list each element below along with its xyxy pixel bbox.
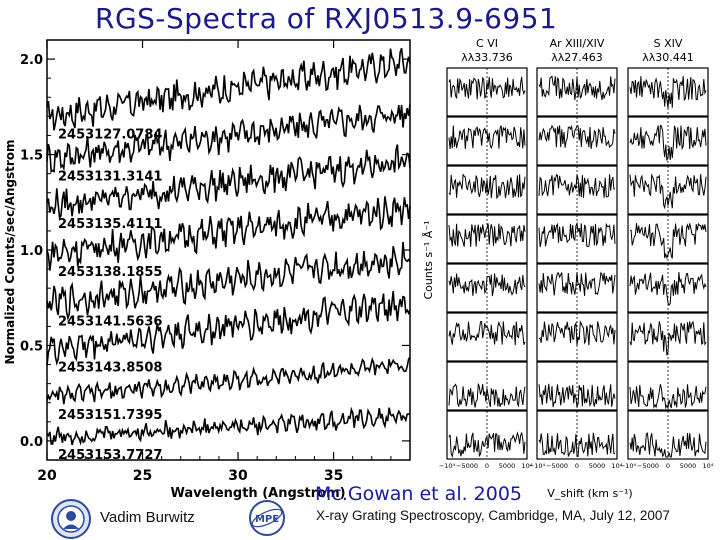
spectrum-line xyxy=(46,47,411,131)
velocity-profile-line xyxy=(629,173,707,210)
column-ion-label: C VI xyxy=(476,37,498,50)
column-line-label: λλ27.463 xyxy=(551,51,603,64)
y-axis-label: Normalized Counts/sec/Angstrom xyxy=(3,139,17,364)
velocity-tick-label: 5000 xyxy=(499,462,516,470)
spectrum-line xyxy=(46,104,411,174)
velocity-tick-label: −5000 xyxy=(456,462,478,470)
mpg-logo-icon xyxy=(51,499,91,539)
velocity-profile-line xyxy=(538,75,616,100)
velocity-tick-label: −5000 xyxy=(637,462,659,470)
spectrum-line xyxy=(46,291,411,366)
conference-info: X-ray Grating Spectroscopy, Cambridge, M… xyxy=(316,508,670,523)
velocity-tick-label: 10⁴ xyxy=(522,462,533,470)
velocity-profile-line xyxy=(448,320,526,346)
spectrum-line xyxy=(46,196,411,271)
series-label: 2453131.3141 xyxy=(58,169,162,184)
x-tick-label: 25 xyxy=(133,468,152,484)
slide-title: RGS-Spectra of RXJ0513.9-6951 xyxy=(95,2,558,35)
column-ion-label: Ar XIII/XIV xyxy=(550,37,605,50)
series-label: 2453143.8508 xyxy=(58,360,162,375)
mpe-logo-icon: MPE xyxy=(249,500,285,536)
credit-text: Mc.Gowan et al. 2005 xyxy=(315,483,523,505)
velocity-profile-line xyxy=(629,124,707,161)
velocity-profile-line xyxy=(448,173,526,200)
velocity-tick-label: 5000 xyxy=(589,462,606,470)
spectrum-line xyxy=(46,241,411,322)
column-line-label: λλ33.736 xyxy=(461,51,513,64)
velocity-tick-label: −10⁴ xyxy=(620,462,637,470)
y-tick-label: 2.0 xyxy=(20,53,43,68)
velocity-profile-line xyxy=(629,320,707,356)
y-tick-label: 1.5 xyxy=(20,149,43,164)
x-axis-label: Wavelength (Angstrom) xyxy=(170,486,345,501)
series-label: 2453135.4111 xyxy=(58,217,162,232)
velocity-profile-line xyxy=(538,383,616,408)
velocity-tick-label: 0 xyxy=(666,462,670,470)
spectrum-line xyxy=(46,144,411,220)
velocity-profile-line xyxy=(629,272,707,306)
velocity-profile-line xyxy=(448,223,526,247)
velocity-tick-label: 0 xyxy=(575,462,579,470)
velocity-profile-line xyxy=(629,222,707,260)
velocity-profile-line xyxy=(629,76,707,109)
velocity-tick-label: −10⁴ xyxy=(439,462,456,470)
velocity-tick-label: 10⁴ xyxy=(703,462,714,470)
velocity-profile-line xyxy=(448,383,526,408)
velocity-tick-label: 5000 xyxy=(680,462,697,470)
velocity-tick-label: 10⁴ xyxy=(612,462,623,470)
spectrum-line xyxy=(46,406,411,446)
velocity-profile-line xyxy=(629,432,707,458)
velocity-profile-line xyxy=(538,124,616,149)
svg-text:MPE: MPE xyxy=(255,514,279,525)
x-tick-label: 30 xyxy=(228,468,248,484)
velocity-profile-line xyxy=(538,221,616,248)
velocity-profile-line xyxy=(448,273,526,297)
y-tick-label: 1.0 xyxy=(20,244,43,259)
x-tick-label: 20 xyxy=(37,468,57,484)
series-label: 2453153.7727 xyxy=(58,448,162,463)
y-tick-label: 0.5 xyxy=(20,339,43,354)
x-tick-label: 35 xyxy=(324,468,343,484)
series-label: 2453151.7395 xyxy=(58,408,162,423)
velocity-x-axis-label: V_shift (km s⁻¹) xyxy=(547,487,632,500)
column-ion-label: S XIV xyxy=(654,37,683,50)
velocity-profile-line xyxy=(448,431,526,459)
velocity-tick-label: −10⁴ xyxy=(529,462,546,470)
velocity-tick-label: 0 xyxy=(485,462,489,470)
velocity-tick-label: −5000 xyxy=(546,462,568,470)
velocity-profile-line xyxy=(538,320,616,346)
velocity-profile-line xyxy=(448,76,526,100)
velocity-profile-line xyxy=(448,125,526,150)
column-line-label: λλ30.441 xyxy=(642,51,694,64)
velocity-profile-line xyxy=(538,271,616,296)
y-tick-label: 0.0 xyxy=(20,435,43,450)
author-name: Vadim Burwitz xyxy=(100,509,195,526)
velocity-profile-line xyxy=(629,384,707,410)
velocity-y-axis-label: Counts s⁻¹ Å⁻¹ xyxy=(422,220,435,299)
velocity-profile-line xyxy=(538,173,616,198)
series-label: 2453138.1855 xyxy=(58,265,162,280)
velocity-profile-line xyxy=(538,432,616,458)
series-label: 2453141.5636 xyxy=(58,314,162,329)
spectrum-line xyxy=(46,356,411,405)
